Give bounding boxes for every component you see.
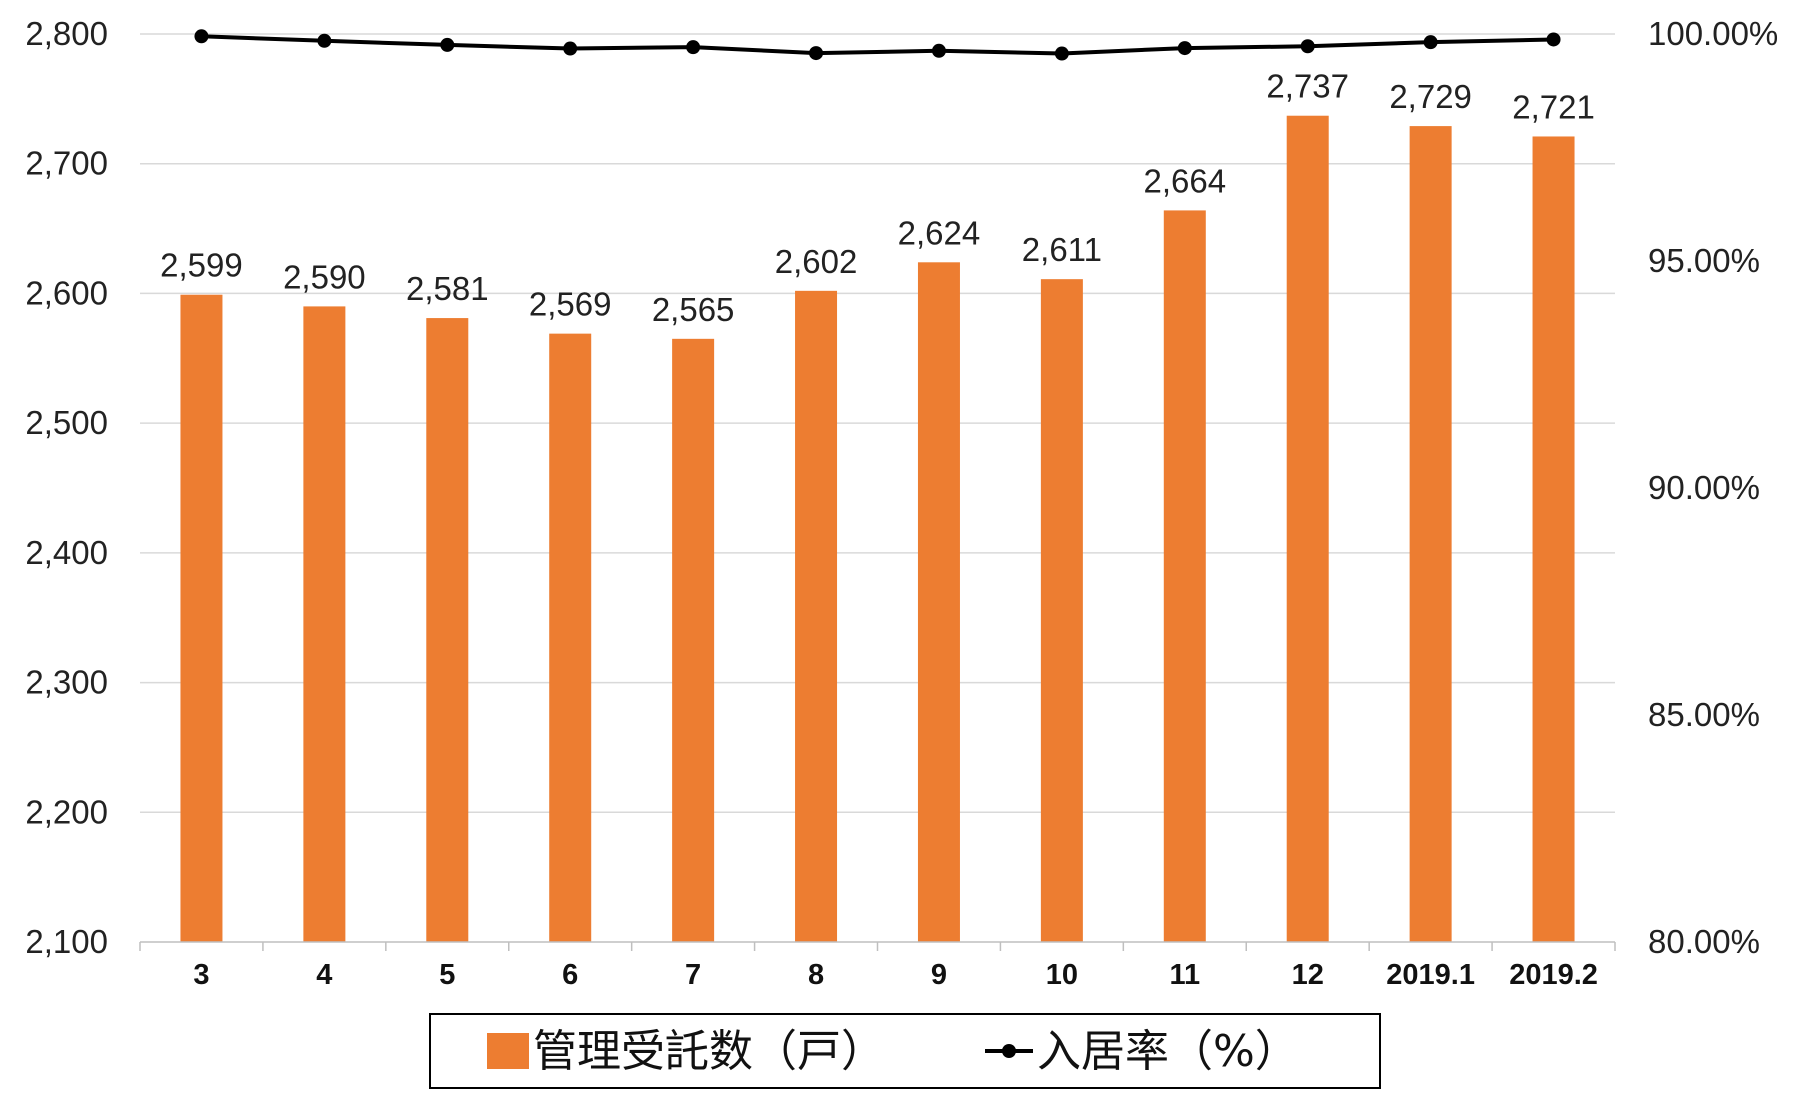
x-tick-label: 11	[1169, 959, 1200, 991]
line-series	[194, 29, 1561, 61]
x-tick-label: 10	[1046, 959, 1078, 991]
legend: 管理受託数（戸） 入居率（%）	[429, 1013, 1381, 1089]
bar-data-label: 2,565	[652, 291, 735, 328]
bar	[917, 262, 960, 943]
bar	[549, 333, 592, 942]
axes: 2,100 2,200 2,300 2,400 2,500 2,600 2,700 2,800…	[25, 15, 1778, 991]
y-right-tick-label: 95.00%	[1648, 242, 1760, 279]
bar-data-label: 2,611	[1022, 231, 1102, 268]
bar-data-label: 2,664	[1143, 162, 1226, 199]
line-point	[1054, 46, 1069, 61]
y-right-tick-label: 100.00%	[1648, 15, 1778, 52]
line-point	[317, 33, 332, 48]
y-left-tick-label: 2,200	[25, 793, 108, 830]
bar	[672, 338, 715, 942]
bar-data-label: 2,737	[1266, 68, 1349, 105]
bar-data-label: 2,599	[160, 247, 243, 284]
occupancy-line	[201, 34, 1554, 56]
line-point	[931, 43, 946, 58]
y-left-tick-label: 2,100	[25, 923, 108, 960]
x-tick-label: 3	[193, 959, 209, 991]
line-point	[809, 46, 824, 61]
x-tick-label: 2019.2	[1509, 959, 1598, 991]
bar-data-label: 2,590	[283, 258, 366, 295]
x-tick-label: 9	[931, 959, 947, 991]
x-tick-label: 4	[316, 959, 332, 991]
y-right-tick-label: 85.00%	[1648, 696, 1760, 733]
line-point	[1423, 35, 1438, 50]
x-tick-label: 8	[808, 959, 824, 991]
bar-data-label: 2,624	[898, 214, 981, 251]
bar	[303, 306, 346, 942]
y-left-tick-label: 2,400	[25, 534, 108, 571]
y-left-tick-label: 2,800	[25, 15, 108, 52]
bar	[426, 318, 469, 942]
y-left-tick-label: 2,500	[25, 404, 108, 441]
y-right-tick-label: 80.00%	[1648, 923, 1760, 960]
legend-line-marker	[1002, 1044, 1016, 1058]
bar-data-labels: 2,599 2,590 2,581 2,569 2,565 2,602 2,624 2,611…	[160, 68, 1595, 328]
bar	[180, 294, 223, 942]
x-tick-label: 7	[685, 959, 701, 991]
bar-data-label: 2,729	[1389, 78, 1472, 115]
legend-bar-swatch	[487, 1033, 529, 1069]
y-left-tick-label: 2,600	[25, 274, 108, 311]
bar	[1409, 126, 1452, 942]
bar-data-label: 2,569	[529, 286, 612, 323]
line-point	[1300, 39, 1315, 54]
line-point	[194, 29, 209, 44]
x-tick-label: 6	[562, 959, 578, 991]
x-tick-label: 12	[1292, 959, 1324, 991]
bar-data-label: 2,581	[406, 270, 489, 307]
line-point	[1177, 41, 1192, 56]
x-tick-label: 2019.1	[1386, 959, 1475, 991]
line-point	[686, 40, 701, 55]
y-left-tick-label: 2,300	[25, 664, 108, 701]
legend-bar-label: 管理受託数（戸）	[533, 1026, 885, 1077]
bar	[1532, 136, 1575, 942]
y-left-tick-label: 2,700	[25, 145, 108, 182]
legend-line-label: 入居率（%）	[1037, 1026, 1299, 1077]
legend-box	[429, 1013, 1381, 1089]
x-tick-label: 5	[439, 959, 455, 991]
y-right-tick-label: 90.00%	[1648, 469, 1760, 506]
bar	[795, 290, 838, 942]
gridlines	[140, 33, 1615, 814]
bar-data-label: 2,721	[1512, 88, 1595, 125]
line-point	[1546, 32, 1561, 47]
line-point	[440, 37, 455, 52]
bar	[1163, 210, 1206, 942]
line-point	[563, 41, 578, 56]
bar-series	[180, 115, 1575, 943]
bar	[1040, 279, 1083, 942]
bar	[1286, 115, 1329, 943]
bar-data-label: 2,602	[775, 243, 858, 280]
